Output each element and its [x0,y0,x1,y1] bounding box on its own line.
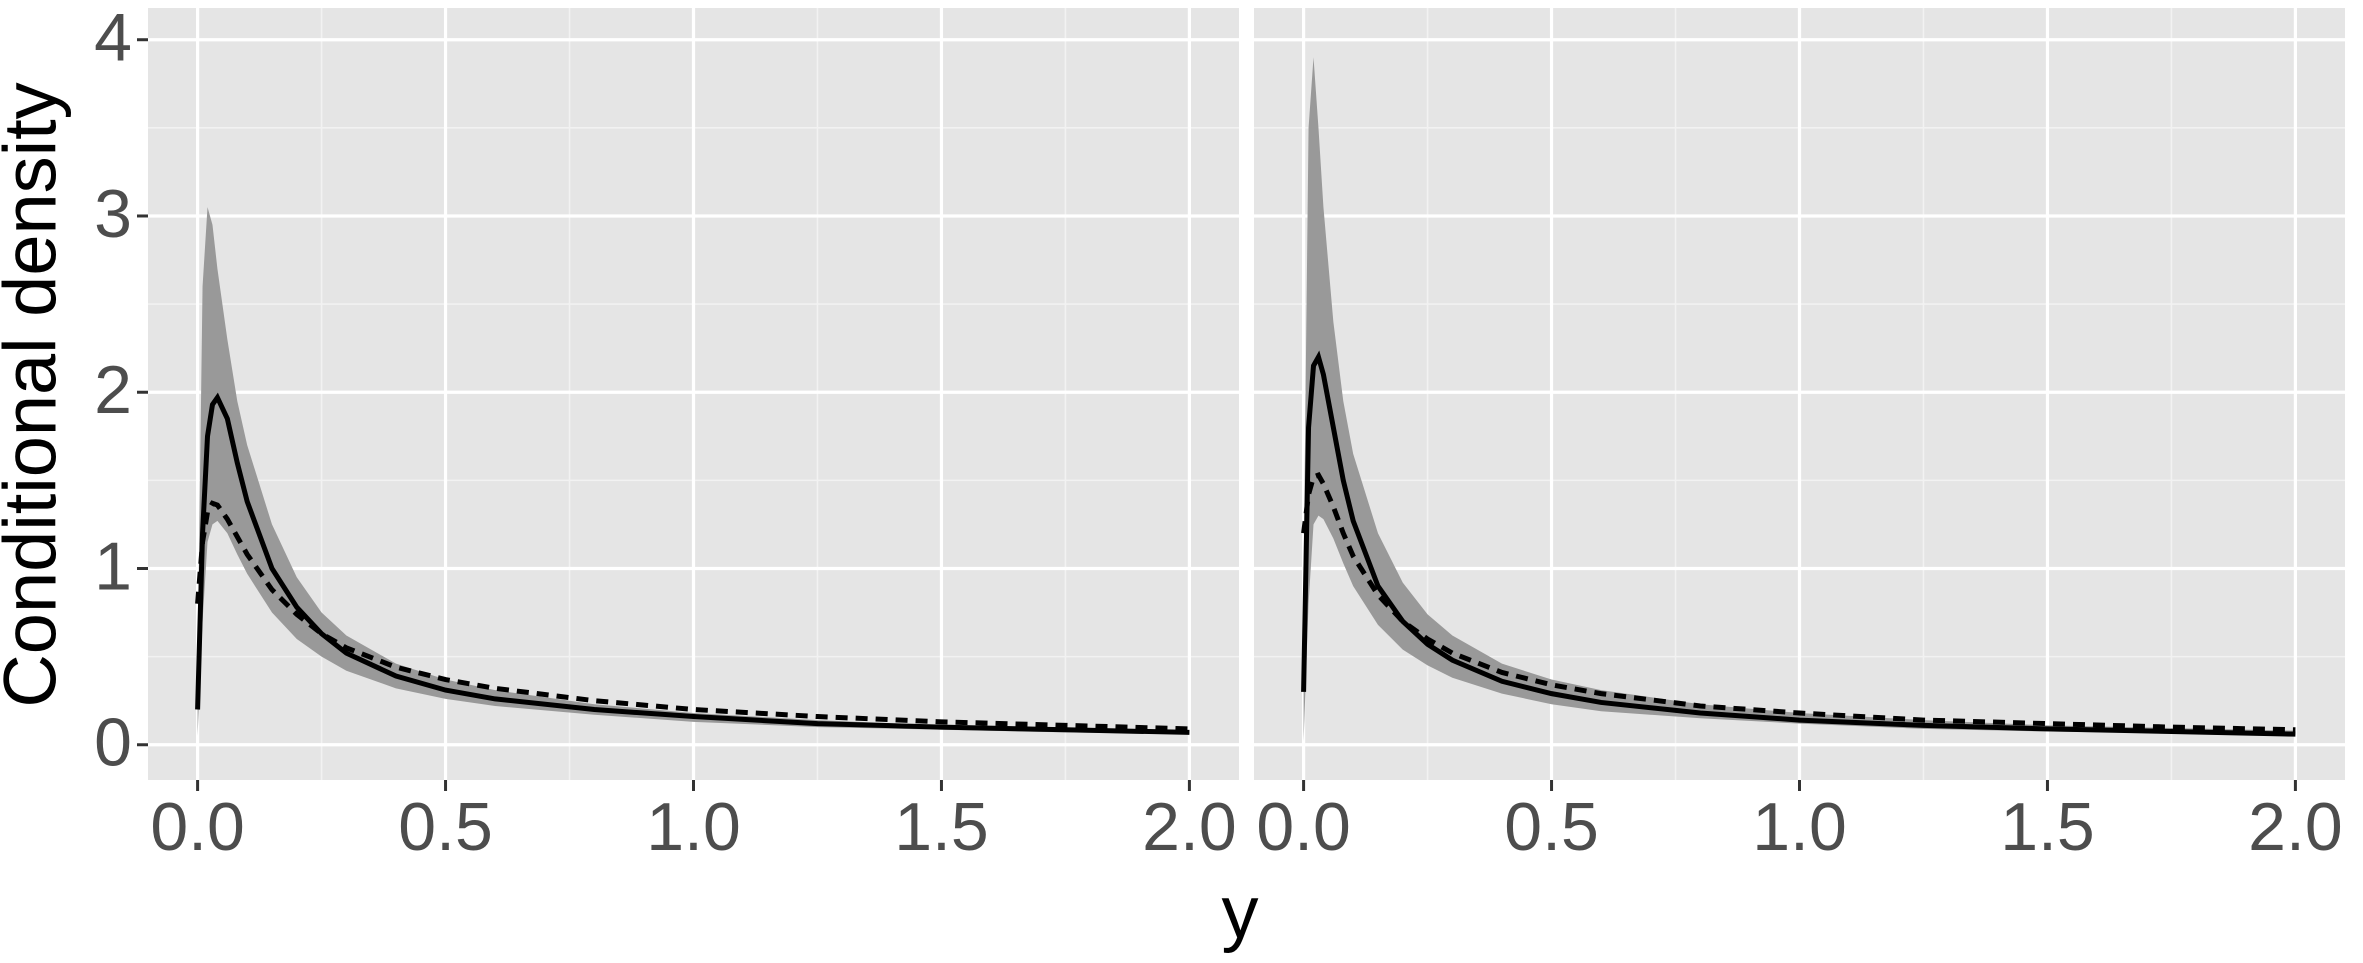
x-tick-label: 1.0 [1752,789,1847,865]
density-line [195,500,1190,732]
y-tick-label: 1 [94,528,132,604]
y-tick-label: 4 [94,0,132,76]
x-tick-label: 1.5 [2000,789,2095,865]
x-tick-label: 2.0 [1142,789,1237,865]
x-tick-label: 0.5 [398,789,493,865]
x-axis-title: y [1222,871,1259,954]
x-tick-label: 0.5 [1504,789,1599,865]
x-tick-label: 1.5 [894,789,989,865]
density-line [1301,472,2296,733]
density-line [1301,350,2296,737]
y-tick-label: 2 [94,352,132,428]
y-tick-label: 3 [94,176,132,252]
x-tick-label: 0.0 [1256,789,1351,865]
density-line [195,392,1190,735]
y-tick-label: 0 [94,705,132,781]
x-tick-label: 2.0 [2248,789,2343,865]
x-tick-label: 1.0 [646,789,741,865]
y-axis-title: Conditional density [0,82,72,707]
x-tick-label: 0.0 [150,789,245,865]
